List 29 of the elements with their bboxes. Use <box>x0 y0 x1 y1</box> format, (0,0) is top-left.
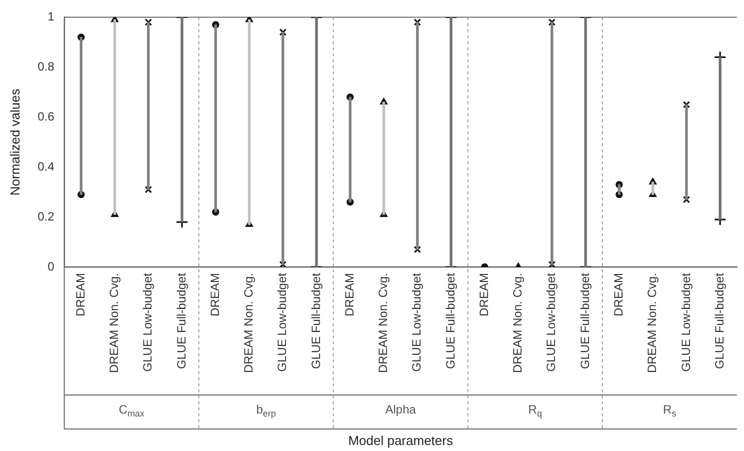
text: Alpha <box>385 402 416 416</box>
x-tick-label: GLUE Low-budget <box>140 272 155 372</box>
x-tick-label: GLUE Low-budget <box>275 272 290 372</box>
x-tick-label: GLUE Full-budget <box>174 272 188 370</box>
x-tick-label: GLUE Low-budget <box>410 272 424 372</box>
x-tick-label: DREAM <box>476 273 491 316</box>
x-tick-label: GLUE Full-budget <box>308 272 323 370</box>
x-tick-label: DREAM Non. Cvg. <box>376 273 390 374</box>
x-tick-label: DREAM Non. Cvg. <box>107 273 122 374</box>
x-tick-label: GLUE Full-budget <box>712 272 726 370</box>
x-tick-label: DREAM <box>612 273 626 316</box>
x-tick-label: DREAM Non. Cvg. <box>242 273 256 374</box>
x-tick-label: DREAM <box>208 273 222 316</box>
y-tick-label: 1 <box>48 10 55 24</box>
y-tick-label: 0.8 <box>38 59 55 74</box>
y-tick-label: 0 <box>48 259 55 274</box>
x-tick-label: GLUE Low-budget <box>544 272 558 372</box>
y-axis-title: Normalized values <box>7 88 22 196</box>
x-tick-label: GLUE Full-budget <box>443 272 458 370</box>
x-tick-label: GLUE Full-budget <box>578 272 592 370</box>
y-tick-label: 0.6 <box>38 109 55 124</box>
x-tick-label: DREAM Non. Cvg. <box>510 273 525 374</box>
x-tick-label: DREAM Non. Cvg. <box>645 273 660 374</box>
y-tick-label: 0.2 <box>38 209 55 224</box>
x-tick-label: DREAM <box>342 273 356 316</box>
y-tick-label: 0.4 <box>38 159 55 174</box>
x-tick-label: GLUE Low-budget <box>678 272 693 372</box>
x-tick-label: DREAM <box>73 273 88 316</box>
x-axis-title: Model parameters <box>348 432 454 448</box>
